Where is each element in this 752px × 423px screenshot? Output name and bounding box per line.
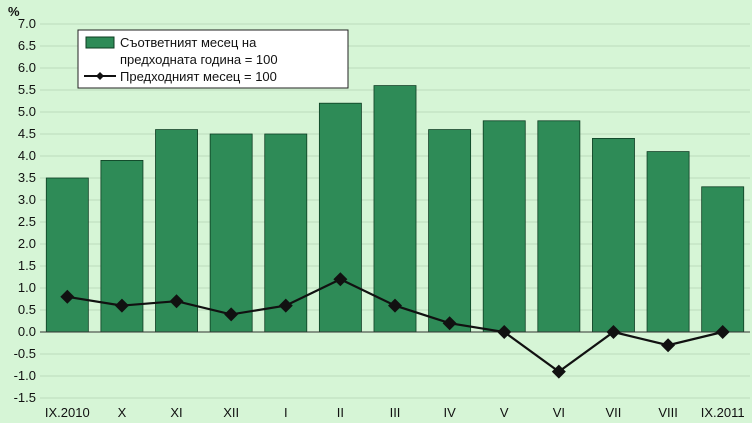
legend-bar-label-line2: предходната година = 100 (120, 52, 278, 67)
y-tick-label: 3.0 (18, 192, 36, 207)
bar (701, 186, 745, 333)
legend: Съответният месец на предходната година … (77, 29, 349, 89)
y-tick-label: 5.0 (18, 104, 36, 119)
y-tick-label: 1.5 (18, 258, 36, 273)
line-point (114, 298, 129, 313)
bar (646, 151, 690, 333)
y-tick-label: 5.5 (18, 82, 36, 97)
x-tick-label: XII (223, 405, 239, 420)
y-tick-label: 1.0 (18, 280, 36, 295)
bar (428, 129, 472, 333)
line-point (661, 338, 676, 353)
legend-bar-swatch (85, 36, 115, 49)
y-axis-ticks: 7.0 6.5 6.0 5.5 5.0 4.5 4.0 3.5 3.0 2.5 2.0 1.5 1.0 0… (14, 16, 36, 405)
y-tick-label: 3.5 (18, 170, 36, 185)
line-point (551, 364, 566, 379)
line-point (442, 316, 457, 331)
bar (592, 137, 635, 333)
x-tick-label: X (118, 405, 127, 420)
y-tick-label: 0.0 (18, 324, 36, 339)
bar (318, 102, 362, 333)
y-axis-unit: % (8, 4, 20, 19)
x-tick-label: VI (553, 405, 565, 420)
x-tick-label: IX.2010 (45, 405, 90, 420)
legend-box (77, 29, 349, 89)
bar (45, 177, 89, 333)
bars (45, 85, 745, 333)
x-tick-label: V (500, 405, 509, 420)
x-tick-label: II (337, 405, 344, 420)
line-point (169, 294, 184, 309)
x-tick-label: IX.2011 (701, 405, 745, 420)
legend-bar-label-line1: Съответният месец на (120, 35, 257, 50)
y-tick-label: -1.0 (14, 368, 36, 383)
legend-line-marker (96, 72, 104, 80)
y-tick-label: 0.5 (18, 302, 36, 317)
bar (373, 85, 417, 333)
y-tick-label: 2.5 (18, 214, 36, 229)
x-tick-label: I (284, 405, 288, 420)
bar (482, 120, 526, 333)
x-tick-label: IV (443, 405, 456, 420)
y-tick-label: 4.5 (18, 126, 36, 141)
line-point (224, 307, 239, 322)
y-tick-label: 4.0 (18, 148, 36, 163)
legend-line-label: Предходният месец = 100 (120, 69, 277, 84)
x-axis-ticks: IX.2010 X XI XII I II III IV V VI VII VIII IX.2011 (45, 405, 745, 420)
x-tick-label: VII (606, 405, 622, 420)
y-tick-label: 6.5 (18, 38, 36, 53)
line-point (715, 325, 730, 339)
line-point (278, 298, 293, 313)
x-tick-label: XI (170, 405, 182, 420)
line-series (60, 272, 730, 379)
bar (209, 133, 253, 333)
y-tick-label: -1.5 (14, 390, 36, 405)
line-point (333, 272, 348, 287)
y-tick-label: 2.0 (18, 236, 36, 251)
y-tick-label: -0.5 (14, 346, 36, 361)
line-point (60, 289, 75, 304)
line-point (606, 325, 621, 339)
x-tick-label: III (390, 405, 401, 420)
line-point (497, 325, 512, 339)
x-tick-label: VIII (658, 405, 678, 420)
line-point (388, 298, 402, 313)
y-tick-label: 6.0 (18, 60, 36, 75)
y-tick-label: 7.0 (18, 16, 36, 31)
bar (537, 120, 581, 333)
